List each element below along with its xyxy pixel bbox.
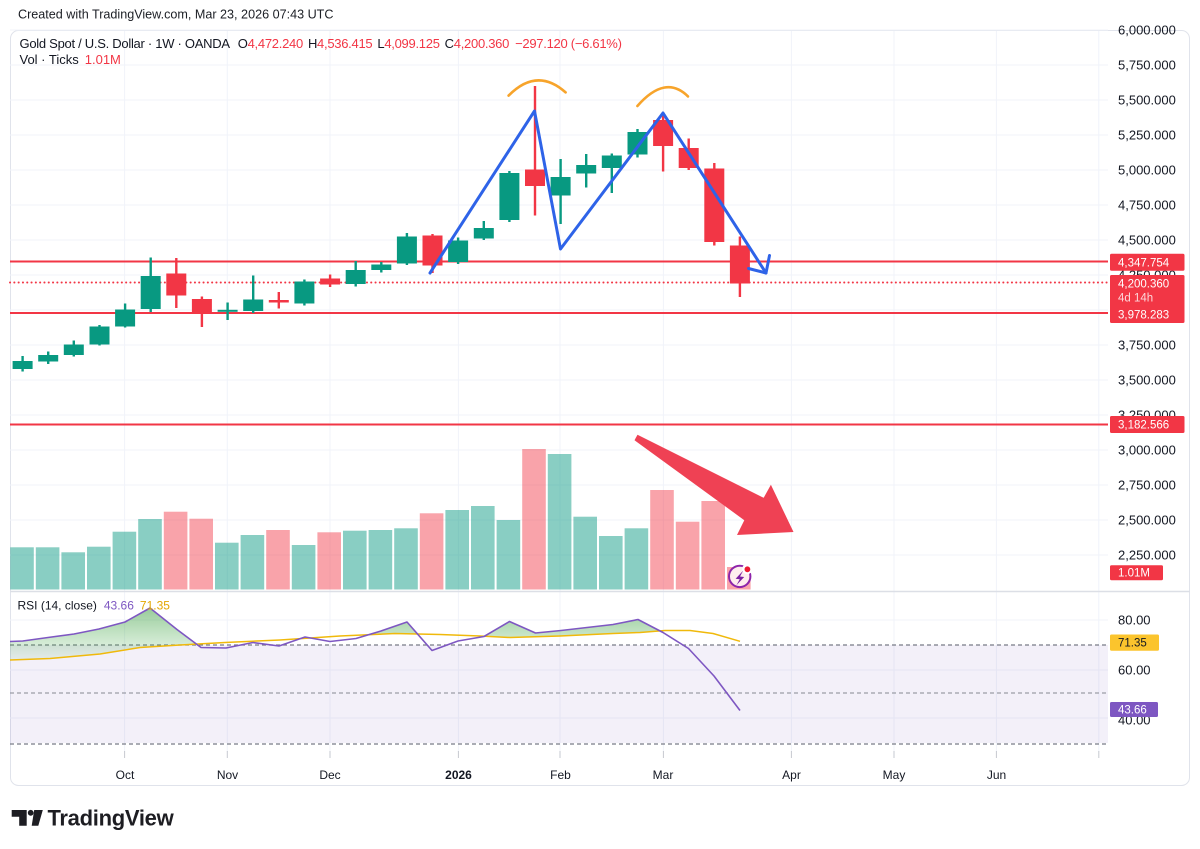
svg-text:3,500.000: 3,500.000 <box>1118 373 1176 388</box>
svg-text:6,000.000: 6,000.000 <box>1118 23 1176 38</box>
svg-text:Gold Spot / U.S. Dollar · 1W ·: Gold Spot / U.S. Dollar · 1W · OANDA O4,4… <box>20 36 622 51</box>
svg-text:4,500.000: 4,500.000 <box>1118 233 1176 248</box>
svg-text:Created with TradingView.com,: Created with TradingView.com, Mar 23, 20… <box>18 8 333 22</box>
svg-text:Jun: Jun <box>987 768 1006 782</box>
svg-text:Mar: Mar <box>653 768 674 782</box>
svg-text:5,000.000: 5,000.000 <box>1118 163 1176 178</box>
svg-text:2026: 2026 <box>445 768 472 782</box>
svg-text:4,347.754: 4,347.754 <box>1118 257 1170 269</box>
svg-text:2,500.000: 2,500.000 <box>1118 513 1176 528</box>
svg-text:43.66: 43.66 <box>1118 705 1147 717</box>
svg-text:80.00: 80.00 <box>1118 613 1151 628</box>
svg-text:1.01M: 1.01M <box>1118 568 1150 580</box>
svg-text:5,750.000: 5,750.000 <box>1118 58 1176 73</box>
svg-text:60.00: 60.00 <box>1118 663 1151 678</box>
svg-text:Apr: Apr <box>782 768 801 782</box>
svg-text:3,182.566: 3,182.566 <box>1118 420 1169 432</box>
svg-text:3,978.283: 3,978.283 <box>1118 309 1169 321</box>
svg-text:4,200.360: 4,200.360 <box>1118 278 1169 290</box>
svg-text:TradingView: TradingView <box>48 806 175 831</box>
svg-text:Nov: Nov <box>217 768 238 782</box>
svg-text:Oct: Oct <box>116 768 135 782</box>
svg-text:4d 14h: 4d 14h <box>1118 292 1153 304</box>
svg-text:2,250.000: 2,250.000 <box>1118 548 1176 563</box>
svg-text:3,750.000: 3,750.000 <box>1118 338 1176 353</box>
svg-text:Dec: Dec <box>319 768 340 782</box>
svg-text:May: May <box>883 768 906 782</box>
svg-text:5,250.000: 5,250.000 <box>1118 128 1176 143</box>
svg-text:71.35: 71.35 <box>1118 638 1147 650</box>
svg-text:Feb: Feb <box>550 768 571 782</box>
svg-text:2,750.000: 2,750.000 <box>1118 478 1176 493</box>
svg-text:3,000.000: 3,000.000 <box>1118 443 1176 458</box>
svg-text:5,500.000: 5,500.000 <box>1118 93 1176 108</box>
svg-text:4,750.000: 4,750.000 <box>1118 198 1176 213</box>
